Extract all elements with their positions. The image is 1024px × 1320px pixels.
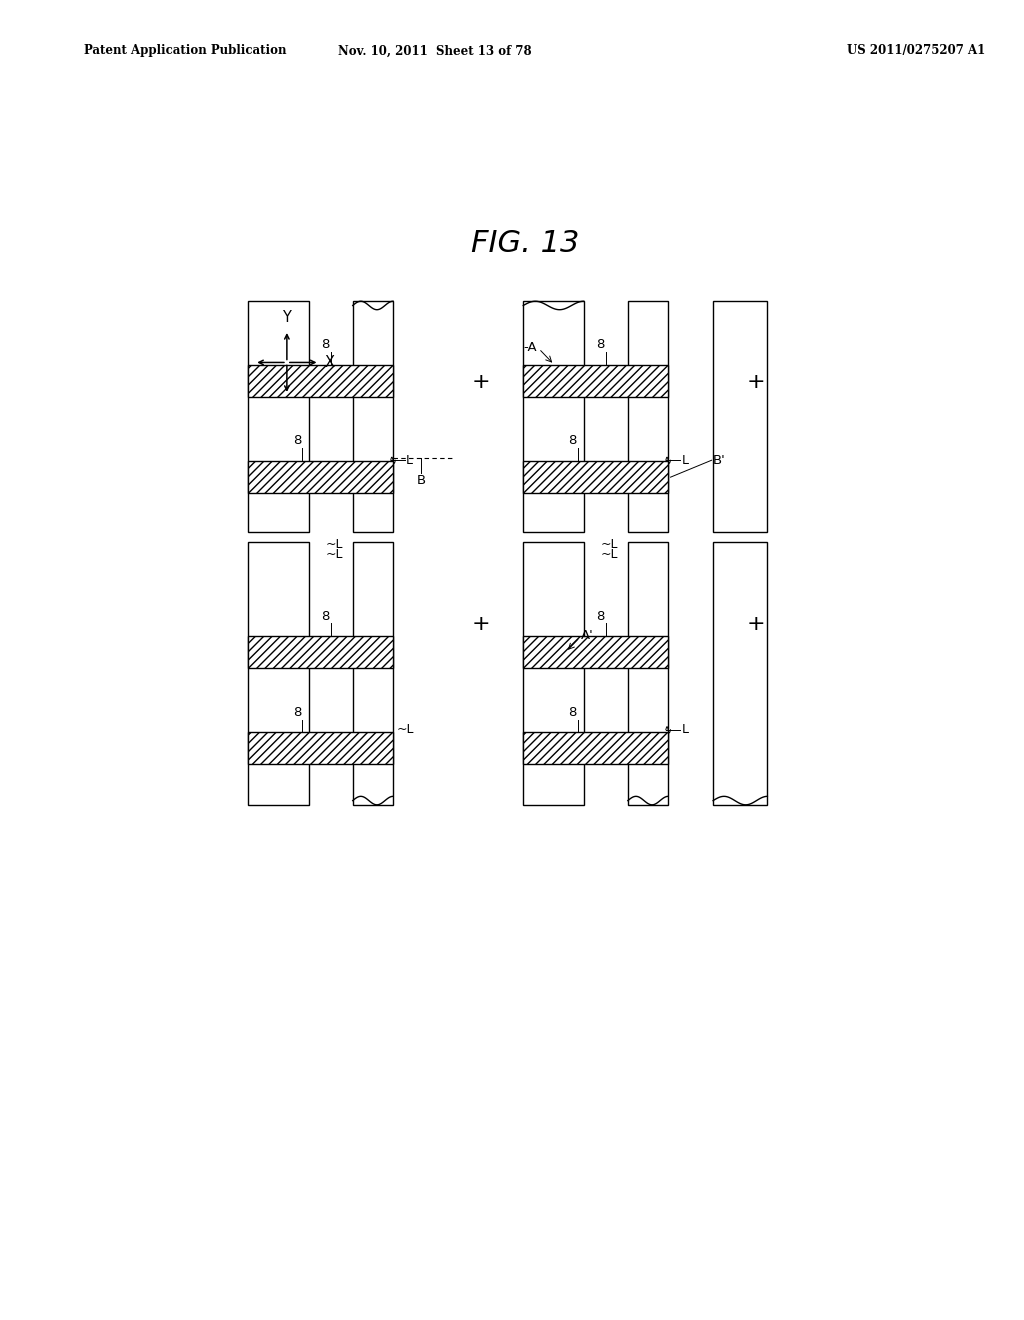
- Bar: [248, 461, 393, 494]
- Bar: [523, 733, 669, 764]
- Text: +: +: [746, 372, 765, 392]
- Text: Nov. 10, 2011  Sheet 13 of 78: Nov. 10, 2011 Sheet 13 of 78: [338, 45, 532, 57]
- Text: 8: 8: [293, 434, 301, 447]
- Text: 8: 8: [322, 610, 330, 623]
- Text: L: L: [681, 454, 688, 467]
- Bar: [523, 461, 669, 494]
- Text: ~L: ~L: [601, 548, 618, 561]
- Text: Y: Y: [283, 310, 291, 326]
- Text: ~L: ~L: [326, 539, 343, 552]
- Bar: [713, 541, 767, 805]
- Bar: [628, 301, 669, 532]
- Text: L: L: [407, 454, 414, 467]
- Text: B: B: [417, 474, 426, 487]
- Text: +: +: [471, 614, 489, 634]
- Text: L: L: [681, 723, 688, 737]
- Bar: [248, 733, 393, 764]
- Bar: [523, 541, 584, 805]
- Text: 8: 8: [293, 706, 301, 719]
- Text: 8: 8: [568, 706, 577, 719]
- Bar: [248, 541, 308, 805]
- Bar: [352, 541, 393, 805]
- Text: FIG. 13: FIG. 13: [471, 228, 579, 257]
- Text: -A: -A: [523, 341, 538, 354]
- Text: +: +: [746, 614, 765, 634]
- Text: X: X: [324, 355, 334, 370]
- Text: 8: 8: [568, 434, 577, 447]
- Text: Patent Application Publication: Patent Application Publication: [84, 45, 287, 57]
- Bar: [248, 636, 393, 668]
- Bar: [248, 364, 393, 397]
- Bar: [713, 301, 767, 532]
- Bar: [523, 301, 584, 532]
- Text: ~L: ~L: [397, 723, 415, 737]
- Text: ~L: ~L: [326, 548, 343, 561]
- Text: 8: 8: [597, 610, 605, 623]
- Text: ~L: ~L: [601, 539, 618, 552]
- Bar: [248, 301, 308, 532]
- Text: US 2011/0275207 A1: US 2011/0275207 A1: [847, 45, 986, 57]
- Text: +: +: [471, 372, 489, 392]
- Bar: [628, 541, 669, 805]
- Text: B': B': [713, 454, 726, 467]
- Text: 8: 8: [322, 338, 330, 351]
- Bar: [523, 364, 669, 397]
- Bar: [352, 301, 393, 532]
- Text: 8: 8: [597, 338, 605, 351]
- Bar: [523, 636, 669, 668]
- Text: A': A': [582, 630, 594, 643]
